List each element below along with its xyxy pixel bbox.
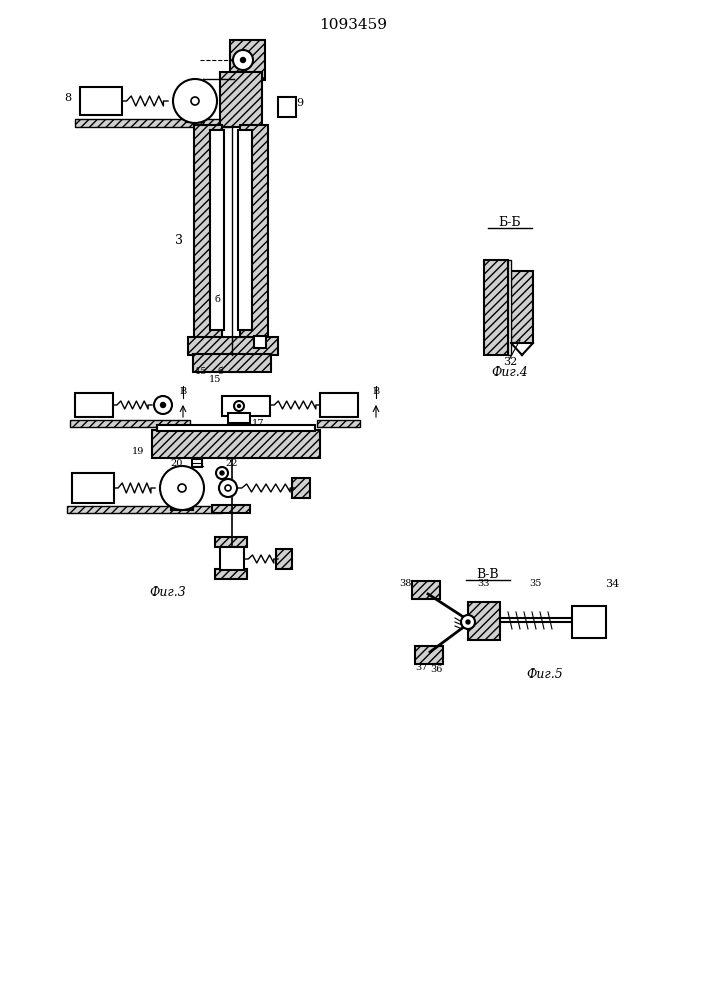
Circle shape <box>173 79 217 123</box>
Bar <box>254 336 266 348</box>
Text: Фиг.3: Фиг.3 <box>150 585 187 598</box>
Text: 8: 8 <box>64 93 71 103</box>
Text: В-В: В-В <box>477 568 499 582</box>
Text: 34: 34 <box>605 579 619 589</box>
Circle shape <box>191 97 199 105</box>
Bar <box>276 549 292 569</box>
Bar <box>508 260 511 355</box>
Bar <box>511 271 533 343</box>
Bar <box>80 87 122 115</box>
Bar <box>215 537 247 547</box>
Text: 15: 15 <box>194 366 207 375</box>
Bar <box>278 97 296 117</box>
Bar <box>412 581 440 599</box>
Text: 21: 21 <box>170 468 183 478</box>
Bar <box>186 114 204 122</box>
Text: 3: 3 <box>175 233 183 246</box>
Circle shape <box>234 401 244 411</box>
Circle shape <box>238 404 240 408</box>
Bar <box>212 505 250 513</box>
Circle shape <box>461 615 475 629</box>
Bar <box>228 413 250 423</box>
Text: б: б <box>214 296 220 304</box>
Text: B: B <box>373 386 380 395</box>
Circle shape <box>160 402 165 408</box>
Bar <box>222 396 270 416</box>
Circle shape <box>160 466 204 510</box>
Bar <box>157 425 315 431</box>
Circle shape <box>154 396 172 414</box>
Circle shape <box>219 479 237 497</box>
Text: Б-Б: Б-Б <box>498 217 521 230</box>
Circle shape <box>178 484 186 492</box>
Bar <box>240 125 268 340</box>
Bar <box>75 393 113 417</box>
Bar <box>238 130 252 330</box>
Bar <box>292 478 310 498</box>
Text: 32: 32 <box>503 357 517 367</box>
Text: Фиг.5: Фиг.5 <box>527 668 563 682</box>
Bar <box>188 337 278 355</box>
Text: 38: 38 <box>399 580 411 588</box>
Text: 37: 37 <box>416 664 428 672</box>
Circle shape <box>220 471 224 475</box>
Text: 9: 9 <box>296 98 303 108</box>
Text: 19: 19 <box>132 446 144 456</box>
Bar <box>171 502 193 510</box>
Text: 15: 15 <box>209 375 221 384</box>
Text: 33: 33 <box>478 580 490 588</box>
Text: 22: 22 <box>226 458 238 468</box>
Text: B: B <box>180 386 187 395</box>
Bar <box>415 646 443 664</box>
Bar <box>220 547 244 570</box>
Circle shape <box>216 467 228 479</box>
Bar <box>70 420 190 427</box>
Bar <box>230 40 265 80</box>
Bar <box>220 72 262 127</box>
Bar <box>317 420 360 427</box>
Bar <box>210 130 224 330</box>
Circle shape <box>225 485 231 491</box>
Text: 20: 20 <box>170 458 183 468</box>
Circle shape <box>233 50 253 70</box>
Bar <box>152 430 320 458</box>
Circle shape <box>466 620 470 624</box>
Text: 17: 17 <box>252 418 264 428</box>
Bar <box>193 354 271 372</box>
Bar <box>484 260 508 355</box>
Bar <box>468 602 500 640</box>
Text: 36: 36 <box>430 666 442 674</box>
Bar <box>72 473 114 503</box>
Text: б: б <box>217 366 223 375</box>
Bar <box>572 606 606 638</box>
Text: 1093459: 1093459 <box>319 18 387 32</box>
Text: Фиг.4: Фиг.4 <box>491 365 528 378</box>
Bar <box>194 125 222 340</box>
Bar <box>75 119 230 127</box>
Bar <box>320 393 358 417</box>
Circle shape <box>240 57 245 62</box>
Bar <box>67 506 222 513</box>
Text: 35: 35 <box>529 580 541 588</box>
Bar <box>192 459 202 467</box>
Bar <box>215 569 247 579</box>
